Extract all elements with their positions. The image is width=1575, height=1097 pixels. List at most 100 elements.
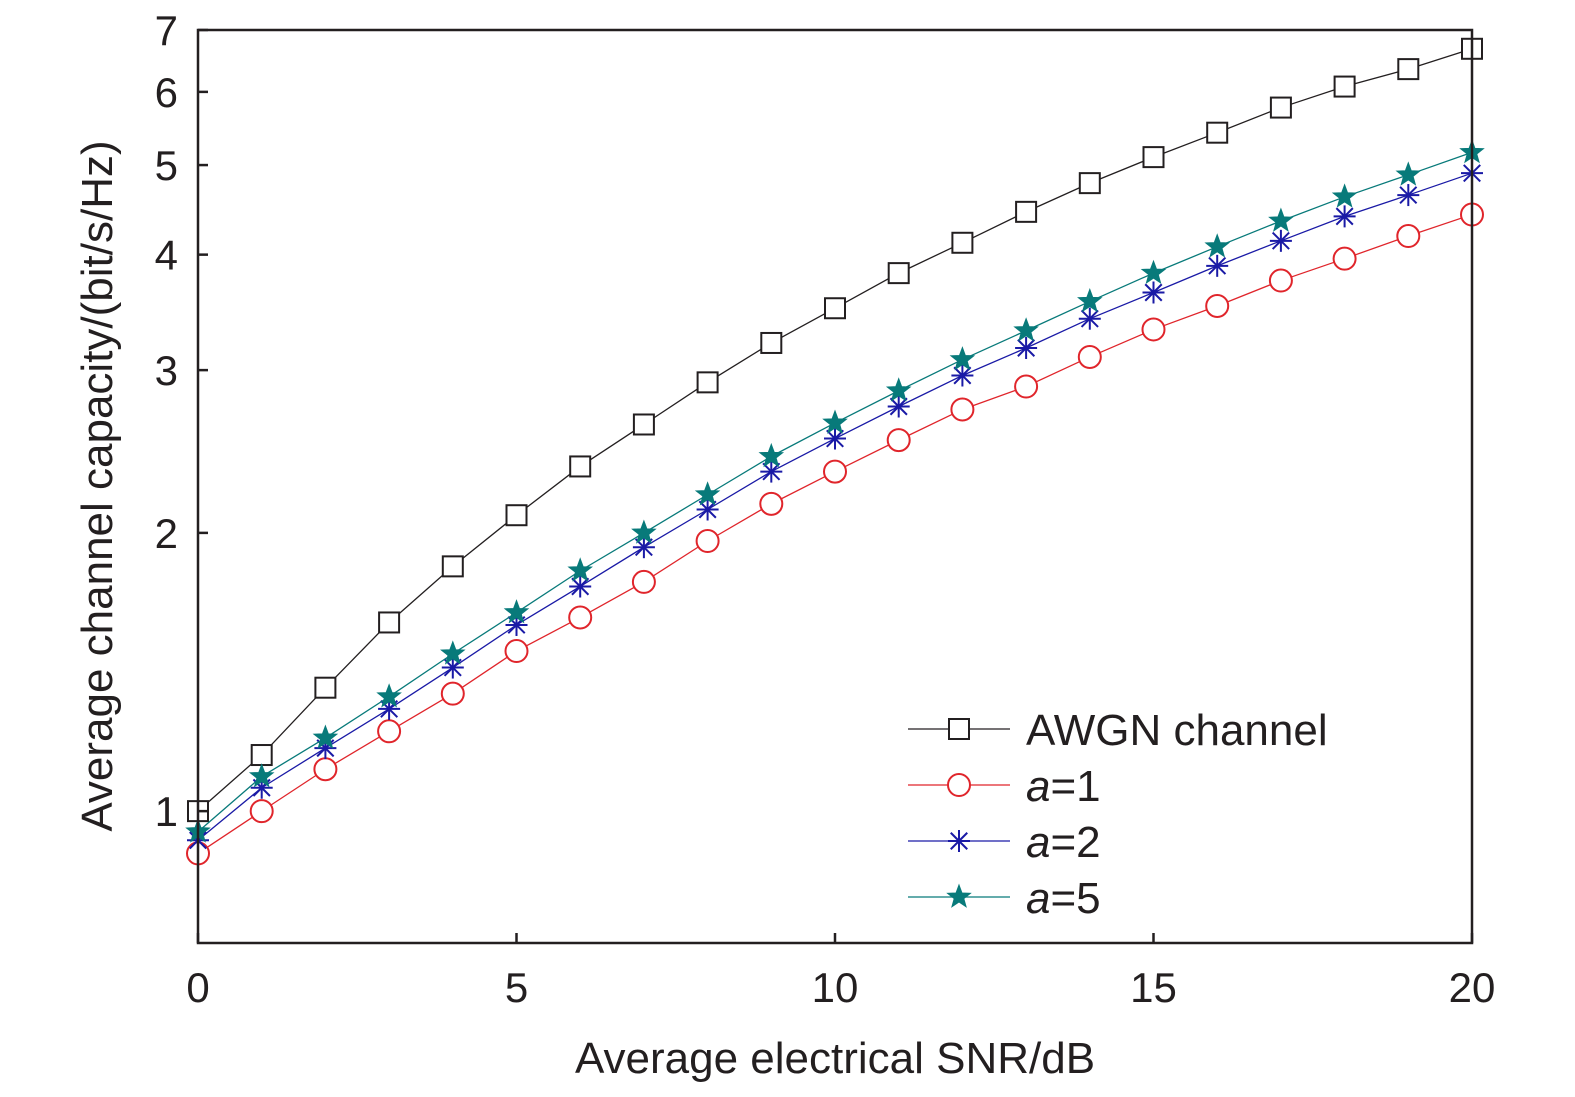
data-point — [949, 346, 976, 371]
data-point — [758, 442, 785, 468]
data-point — [759, 491, 784, 516]
data-point — [824, 427, 846, 450]
data-point — [950, 397, 975, 422]
x-axis-title: Average electrical SNR/dB — [575, 1034, 1095, 1083]
data-point — [886, 428, 911, 453]
data-point — [1013, 317, 1039, 342]
data-point — [1332, 246, 1357, 271]
data-point — [248, 763, 275, 788]
data-point — [760, 331, 783, 354]
data-point — [249, 799, 274, 824]
data-point — [695, 528, 720, 553]
data-point — [1397, 184, 1420, 207]
x-tick-label: 5 — [505, 964, 528, 1011]
series-0 — [187, 37, 1483, 823]
data-point — [887, 262, 910, 285]
y-tick-label: 1 — [155, 788, 178, 835]
data-point — [823, 459, 847, 484]
legend: AWGN channel a=1 a=2 a=5 — [908, 706, 1328, 923]
data-point — [632, 536, 655, 559]
data-point — [313, 757, 338, 782]
y-tick-label: 5 — [155, 142, 178, 189]
data-point — [376, 683, 402, 708]
data-point — [378, 611, 401, 634]
data-point — [440, 640, 466, 665]
data-point — [632, 413, 655, 436]
y-tick-label: 6 — [155, 69, 178, 116]
data-point — [569, 575, 592, 598]
data-point — [568, 605, 593, 630]
legend-marker — [948, 830, 970, 852]
legend-marker — [946, 883, 972, 908]
legend-label: a=1 — [1026, 762, 1101, 811]
y-tick-label: 7 — [155, 7, 178, 54]
data-point — [951, 231, 974, 254]
data-point — [250, 744, 273, 767]
y-tick-label: 3 — [155, 347, 178, 394]
y-tick-label: 4 — [155, 232, 178, 279]
legend-marker — [948, 718, 970, 740]
data-point — [1141, 317, 1166, 342]
data-point — [1140, 259, 1167, 284]
data-point — [1205, 293, 1230, 318]
data-point — [1333, 205, 1356, 228]
data-point — [760, 460, 783, 483]
x-tick-label: 15 — [1130, 964, 1177, 1011]
data-point — [694, 481, 721, 506]
data-point — [1015, 200, 1038, 223]
data-point — [567, 557, 593, 582]
data-point — [1397, 58, 1420, 81]
ticks-layer: 0 5 10 15 20 1 2 3 4 5 6 7 — [155, 7, 1496, 1011]
data-point — [824, 297, 846, 320]
data-point — [1015, 336, 1038, 359]
series-1 — [186, 202, 1484, 866]
data-point — [1268, 207, 1294, 232]
data-point — [1078, 172, 1101, 195]
data-point — [696, 371, 719, 394]
series-layer — [185, 37, 1485, 866]
y-axis-title: Average channel capacity/(bit/s/Hz) — [73, 140, 122, 831]
data-point — [1395, 161, 1422, 186]
data-point — [440, 681, 465, 706]
data-point — [1077, 344, 1102, 369]
data-point — [504, 639, 529, 664]
data-point — [1142, 281, 1165, 304]
data-point — [441, 555, 464, 578]
data-point — [1078, 307, 1101, 330]
data-point — [631, 569, 656, 594]
legend-label: a=5 — [1026, 874, 1101, 923]
data-point — [1268, 268, 1293, 293]
legend-marker — [947, 773, 971, 797]
data-point — [314, 676, 337, 699]
data-point — [1331, 183, 1358, 208]
data-point — [887, 395, 910, 418]
data-point — [312, 724, 339, 749]
legend-item: AWGN channel — [908, 706, 1328, 755]
data-point — [1206, 254, 1229, 277]
legend-item: a=1 — [908, 762, 1101, 811]
data-point — [377, 719, 402, 744]
data-point — [1206, 121, 1229, 144]
data-point — [1269, 229, 1292, 252]
data-point — [1396, 224, 1421, 249]
legend-label: a=2 — [1026, 818, 1101, 867]
data-point — [1204, 233, 1230, 258]
data-point — [569, 455, 592, 478]
data-point — [631, 519, 657, 544]
legend-label: AWGN channel — [1026, 706, 1328, 755]
data-point — [1077, 287, 1103, 313]
y-tick-label: 2 — [155, 510, 178, 557]
data-point — [1333, 75, 1356, 98]
data-point — [1014, 374, 1039, 399]
data-point — [696, 498, 719, 521]
x-tick-label: 20 — [1449, 964, 1496, 1011]
data-point — [822, 409, 848, 434]
data-point — [951, 364, 974, 387]
data-point — [503, 599, 530, 624]
legend-item: a=5 — [908, 874, 1101, 923]
data-point — [1269, 96, 1292, 119]
x-tick-label: 0 — [186, 964, 209, 1011]
data-point — [1142, 146, 1165, 169]
